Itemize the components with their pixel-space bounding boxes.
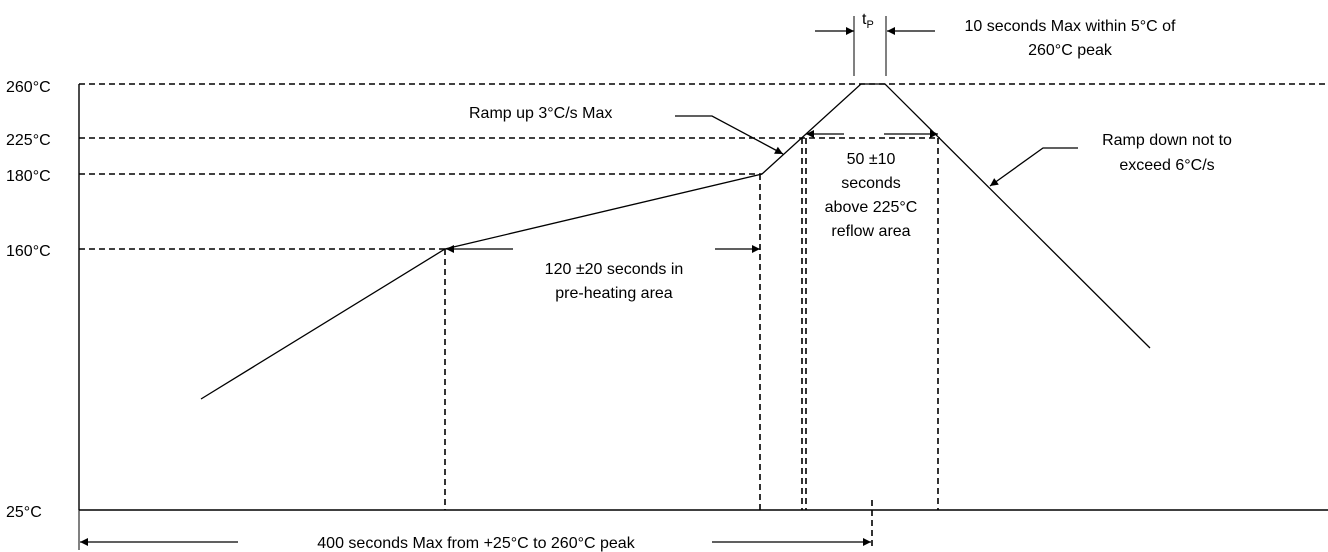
y-label-160: 160°C xyxy=(6,243,51,260)
reflow-label-line3: above 225°C xyxy=(825,199,918,216)
y-label-225: 225°C xyxy=(6,132,51,149)
preheat-label-line1: 120 ±20 seconds in xyxy=(545,261,684,278)
ramp-down-label-line1: Ramp down not to xyxy=(1102,132,1232,149)
ramp-down-leader xyxy=(989,147,1078,187)
reflow-label-line2: seconds xyxy=(841,175,901,192)
ramp-down-label-line2: exceed 6°C/s xyxy=(1119,157,1214,174)
ramp-up-label: Ramp up 3°C/s Max xyxy=(469,105,612,122)
ramp-up-leader xyxy=(675,115,784,155)
reflow-label-line1: 50 ±10 xyxy=(847,151,896,168)
reflow-label-line4: reflow area xyxy=(831,223,910,240)
total-time-label: 400 seconds Max from +25°C to 260°C peak xyxy=(317,535,635,552)
y-label-260: 260°C xyxy=(6,79,51,96)
peak-window-label-line2: 260°C peak xyxy=(1028,42,1113,59)
preheat-label-line2: pre-heating area xyxy=(555,285,673,302)
peak-window-label-line1: 10 seconds Max within 5°C of xyxy=(965,18,1177,35)
tp-label: tP xyxy=(862,11,874,31)
y-label-180: 180°C xyxy=(6,168,51,185)
y-label-25: 25°C xyxy=(6,504,42,521)
reflow-profile-curve xyxy=(200,83,1151,400)
